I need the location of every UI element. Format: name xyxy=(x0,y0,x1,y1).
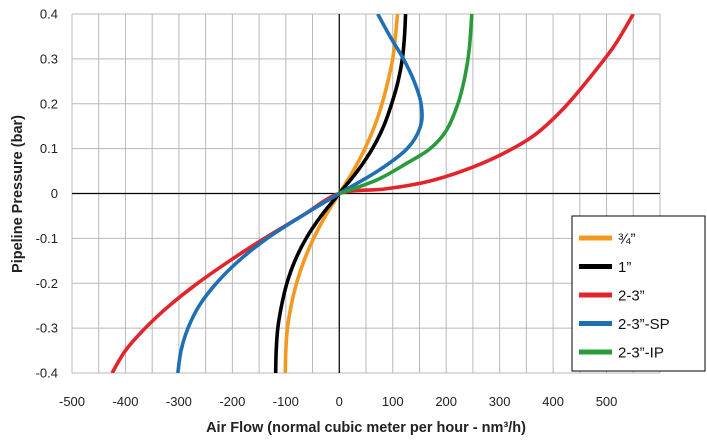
legend: ¾” 1” 2-3” 2-3”-SP 2-3”-IP xyxy=(571,215,706,372)
x-tick-label: -100 xyxy=(273,394,299,409)
x-tick-label: 200 xyxy=(435,394,457,409)
x-tick-label: 0 xyxy=(336,394,343,409)
series-line-5 xyxy=(338,14,474,196)
x-axis-label: Air Flow (normal cubic meter per hour - … xyxy=(206,420,526,436)
legend-label: 2-3”-SP xyxy=(618,316,670,333)
legend-label: 2-3” xyxy=(618,288,645,305)
x-tick-label: 400 xyxy=(542,394,564,409)
y-tick-label: 0.1 xyxy=(40,141,58,156)
y-tick-label: 0.3 xyxy=(40,51,58,66)
legend-label: ¾” xyxy=(618,231,636,248)
legend-label: 1” xyxy=(618,259,631,276)
legend-label: 2-3”-IP xyxy=(618,345,664,362)
y-tick-label: 0.2 xyxy=(40,96,58,111)
y-tick-label: 0.4 xyxy=(40,7,58,22)
series-line-3 xyxy=(110,14,635,373)
x-tick-label: -300 xyxy=(166,394,192,409)
y-axis-label: Pipeline Pressure (bar) xyxy=(10,115,26,273)
y-tick-label: -0.1 xyxy=(36,231,58,246)
x-tick-label: -400 xyxy=(112,394,138,409)
y-tick-label: 0 xyxy=(51,186,58,201)
x-tick-labels: -500 -400 -300 -200 -100 0 100 200 300 400 500 xyxy=(59,394,617,409)
data-series xyxy=(110,14,635,373)
x-tick-label: 500 xyxy=(596,394,618,409)
y-tick-label: -0.2 xyxy=(36,276,58,291)
x-tick-label: -500 xyxy=(59,394,85,409)
y-tick-labels: 0.4 0.3 0.2 0.1 0 -0.1 -0.2 -0.3 -0.4 xyxy=(36,7,58,381)
x-tick-label: 100 xyxy=(382,394,404,409)
x-tick-label: 300 xyxy=(489,394,511,409)
y-tick-label: -0.3 xyxy=(36,321,58,336)
x-tick-label: -200 xyxy=(219,394,245,409)
y-tick-label: -0.4 xyxy=(36,366,58,381)
